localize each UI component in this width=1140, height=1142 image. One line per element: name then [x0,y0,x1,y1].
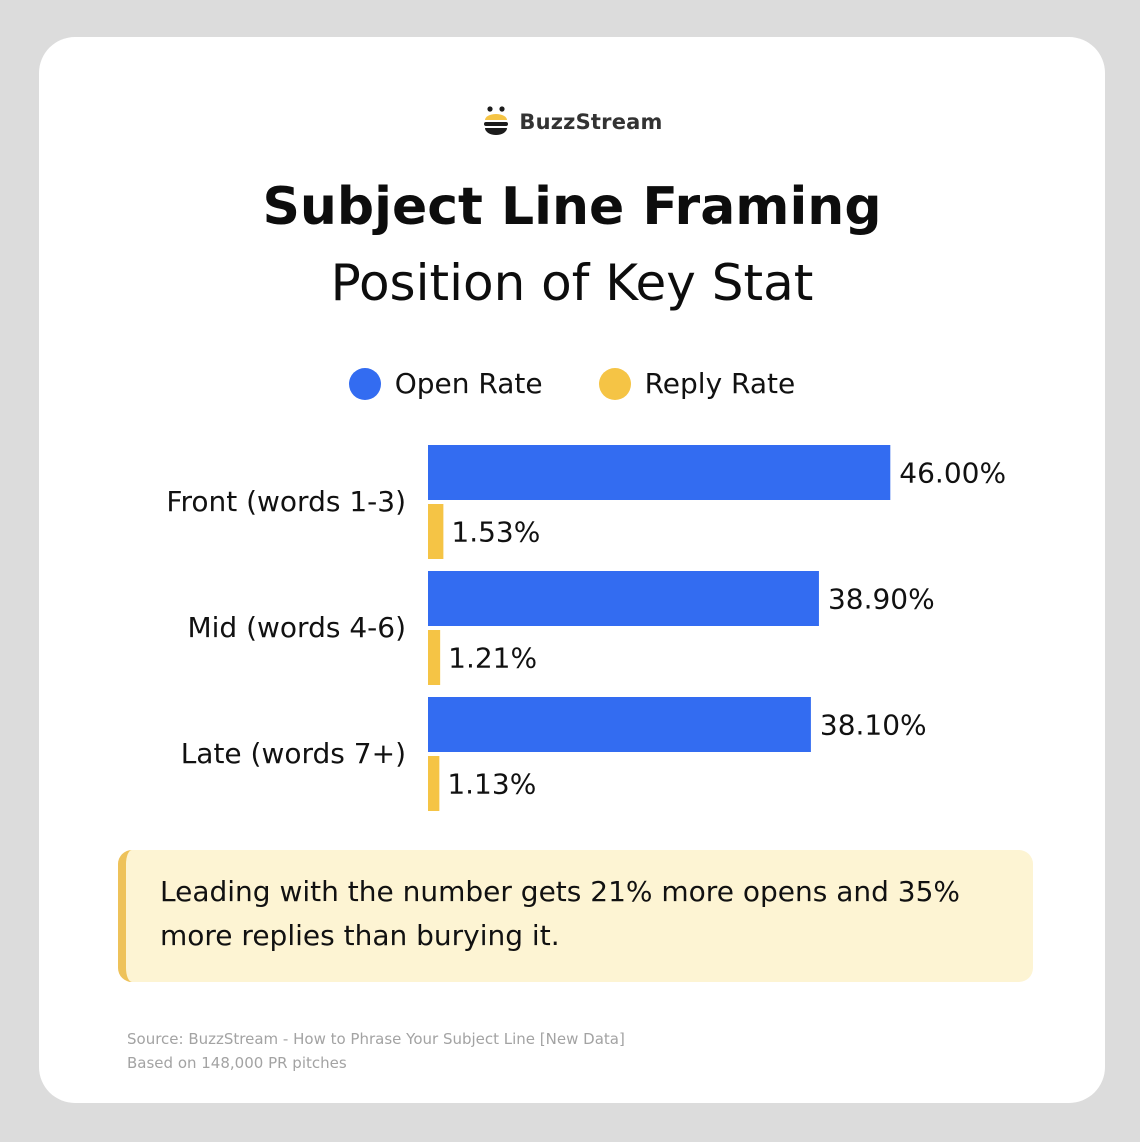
bar-reply-rate-late [428,756,440,811]
brand-header: BuzzStream [39,105,1105,139]
value-label-reply-rate-late: 1.13% [447,768,536,801]
bee-logo-icon [484,106,509,135]
legend-swatch-reply-rate [598,367,631,400]
legend-label-open-rate: Open Rate [394,367,543,400]
bar-open-rate-mid [428,571,819,626]
category-label-late: Late (words 7+) [181,737,406,770]
value-label-open-rate-front: 46.00% [899,457,1006,490]
value-label-open-rate-mid: 38.90% [828,583,935,616]
brand-name: BuzzStream [519,110,663,134]
legend-item-reply-rate: Reply Rate [598,367,796,400]
source-note: Source: BuzzStream - How to Phrase Your … [127,1027,625,1075]
bar-open-rate-late [428,697,811,752]
bar-chart: Front (words 1-3) 46.00% 1.53% Mid (words 4… [166,445,1006,811]
legend-item-open-rate: Open Rate [348,367,543,400]
bar-reply-rate-front [428,504,444,559]
legend-swatch-open-rate [348,367,381,400]
value-label-reply-rate-mid: 1.21% [448,642,537,675]
value-label-open-rate-late: 38.10% [820,709,927,742]
callout-box: Leading with the number gets 21% more op… [118,850,1033,982]
sample-size-line: Based on 148,000 PR pitches [127,1054,347,1072]
infographic-card: BuzzStream Subject Line Framing Position… [39,37,1105,1103]
chart-legend: Open Rate Reply Rate [39,367,1105,400]
legend-label-reply-rate: Reply Rate [644,367,796,400]
chart-title: Subject Line Framing [262,177,882,237]
callout-text: Leading with the number gets 21% more op… [160,875,961,952]
category-label-front: Front (words 1-3) [166,485,406,518]
bar-reply-rate-mid [428,630,441,685]
value-label-reply-rate-front: 1.53% [451,516,540,549]
source-line: Source: BuzzStream - How to Phrase Your … [127,1030,625,1048]
bar-open-rate-front [428,445,891,500]
chart-subtitle: Position of Key Stat [330,254,814,312]
category-label-mid: Mid (words 4-6) [187,611,406,644]
